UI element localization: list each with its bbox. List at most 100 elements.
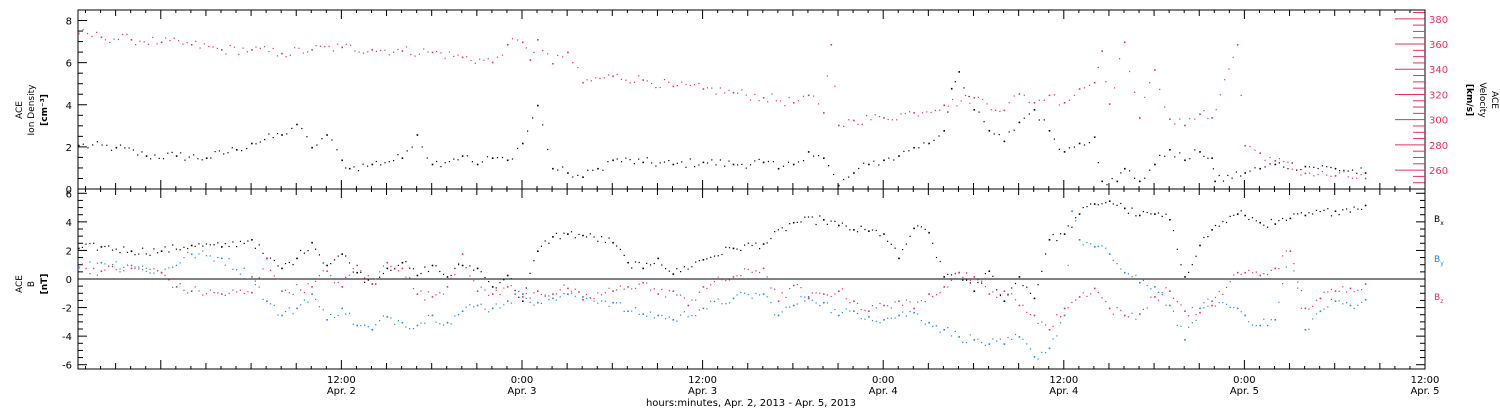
- data-point: [958, 336, 960, 338]
- data-dot: [781, 227, 783, 229]
- data-point: [807, 151, 810, 153]
- data-dot: [289, 54, 291, 56]
- plasma-time-axis-ticks: [85, 10, 1426, 189]
- data-dot: [1116, 263, 1118, 265]
- data-dot: [1022, 304, 1024, 306]
- data-dot: [548, 242, 550, 244]
- data-dot: [1106, 184, 1108, 186]
- data-dot: [382, 265, 384, 267]
- data-point: [823, 112, 825, 114]
- data-dot: [525, 292, 527, 295]
- data-dot: [405, 261, 407, 263]
- data-dot: [1067, 264, 1069, 266]
- data-dot: [1346, 208, 1348, 210]
- data-dot: [224, 243, 226, 245]
- data-dot: [586, 79, 588, 81]
- data-dot: [903, 150, 905, 152]
- b-field-label-units: [nT]: [40, 274, 50, 295]
- data-dot: [336, 149, 338, 151]
- velocity-tick-label: 340: [1429, 65, 1448, 76]
- data-point: [582, 81, 584, 84]
- data-dot: [1326, 166, 1328, 168]
- data-point: [612, 241, 614, 244]
- data-point: [1236, 213, 1239, 215]
- data-dot: [1165, 213, 1167, 215]
- data-dot: [747, 268, 749, 271]
- data-dot: [525, 297, 527, 299]
- data-dot: [585, 293, 588, 296]
- data-point: [732, 247, 735, 250]
- data-point: [190, 253, 193, 255]
- data-point: [1101, 50, 1103, 52]
- data-dot: [969, 102, 971, 104]
- data-point: [1033, 356, 1036, 358]
- data-dot: [1073, 94, 1075, 96]
- data-dot: [318, 254, 320, 256]
- data-dot: [350, 44, 352, 46]
- data-dot: [616, 245, 618, 247]
- data-dot: [484, 289, 486, 291]
- data-dot: [1188, 326, 1190, 328]
- data-point: [341, 286, 343, 288]
- data-dot: [706, 287, 708, 290]
- data-dot: [939, 292, 941, 294]
- data-dot: [890, 317, 892, 319]
- data-dot: [992, 338, 994, 340]
- data-dot: [849, 229, 851, 231]
- data-point: [988, 270, 991, 272]
- data-dot: [1142, 279, 1144, 282]
- data-point: [431, 163, 434, 166]
- data-dot: [1267, 324, 1269, 327]
- x-axis-title: hours:minutes, Apr. 2, 2013 - Apr. 5, 20…: [646, 398, 856, 409]
- data-dot: [1321, 165, 1323, 167]
- data-dot: [1278, 268, 1280, 270]
- data-dot: [303, 252, 305, 254]
- data-dot: [1013, 129, 1015, 131]
- data-dot: [1291, 162, 1293, 164]
- data-point: [251, 142, 253, 145]
- data-dot: [1176, 301, 1178, 303]
- data-point: [777, 300, 780, 302]
- data-dot: [1058, 104, 1060, 106]
- data-dot: [1127, 273, 1129, 275]
- data-dot: [1207, 305, 1209, 307]
- data-dot: [960, 100, 962, 102]
- data-dot: [950, 279, 953, 281]
- data-point: [928, 321, 930, 324]
- data-dot: [608, 305, 610, 307]
- data-dot: [345, 276, 347, 278]
- data-dot: [1075, 299, 1077, 301]
- data-point: [1078, 239, 1081, 241]
- data-dot: [1041, 270, 1043, 272]
- data-point: [642, 267, 644, 270]
- data-dot: [804, 300, 806, 302]
- data-point: [552, 167, 554, 170]
- data-point: [386, 267, 389, 270]
- velocity-tick-label: 320: [1429, 90, 1448, 101]
- velocity-tick-label: 380: [1429, 15, 1448, 26]
- b-field-label-line-2: B: [27, 281, 37, 287]
- data-dot: [224, 264, 226, 266]
- data-dot: [1188, 271, 1190, 273]
- data-point: [1124, 271, 1126, 274]
- data-dot: [818, 103, 820, 105]
- velocity-axis-label: ACE Velocity [km/s]: [1464, 82, 1499, 118]
- data-dot: [1278, 220, 1280, 222]
- data-dot: [861, 123, 863, 125]
- data-dot: [367, 279, 369, 281]
- data-dot: [412, 288, 415, 290]
- data-dot: [420, 322, 422, 324]
- data-dot: [744, 268, 746, 270]
- data-point: [281, 267, 283, 270]
- data-dot: [183, 246, 185, 248]
- data-dot: [623, 288, 625, 290]
- data-dot: [93, 242, 95, 244]
- data-dot: [592, 169, 594, 171]
- data-dot: [1218, 290, 1220, 293]
- data-dot: [770, 302, 772, 304]
- data-point: [522, 300, 524, 302]
- data-dot: [229, 44, 231, 47]
- data-dot: [935, 256, 938, 259]
- data-dot: [661, 264, 663, 266]
- data-point: [838, 290, 840, 292]
